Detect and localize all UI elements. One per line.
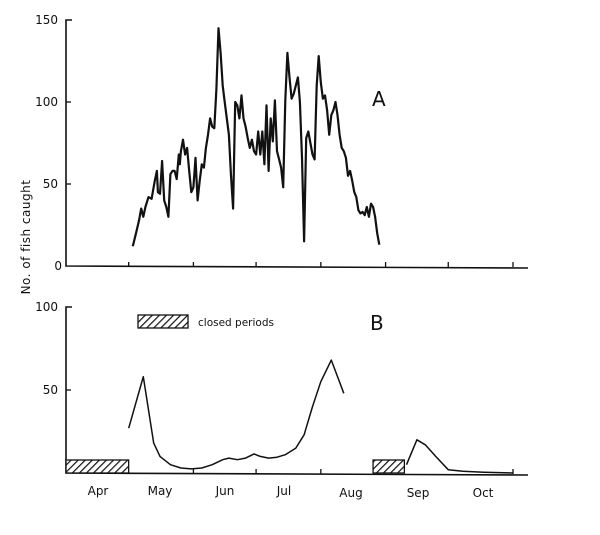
panel-b-xticks bbox=[192, 469, 514, 474]
month-label-jun: Jun bbox=[215, 484, 235, 498]
month-label-apr: Apr bbox=[88, 484, 109, 498]
legend: closed periods bbox=[137, 314, 274, 329]
panel-b-ytick-label-50: 50 bbox=[43, 383, 58, 397]
legend-closed-swatch bbox=[137, 314, 189, 329]
panel-b-label: B bbox=[370, 311, 384, 335]
month-label-jul: Jul bbox=[276, 484, 291, 498]
panel-a-xticks bbox=[128, 262, 514, 267]
panel-b-catch-curve-late bbox=[405, 439, 514, 474]
panel-a-ytick-label-50: 50 bbox=[43, 177, 58, 191]
panel-a-ytick-label-100: 100 bbox=[35, 95, 58, 109]
month-label-may: May bbox=[148, 484, 173, 498]
panel-a-label: A bbox=[372, 87, 386, 111]
panel-b-ytick-label-100: 100 bbox=[35, 300, 58, 314]
month-label-oct: Oct bbox=[473, 486, 494, 500]
y-axis-label: No. of fish caught bbox=[19, 180, 33, 295]
panel-b-catch-curve-early bbox=[127, 359, 345, 470]
panel-b-axes bbox=[65, 306, 529, 476]
panel-a-daily-catch-line bbox=[131, 27, 381, 247]
legend-closed-label: closed periods bbox=[198, 317, 274, 329]
panel-a: 150 100 50 0 A bbox=[35, 13, 529, 273]
panel-b: 100 50 B closed periods Apr May Jun Jul … bbox=[35, 300, 529, 500]
panel-a-ytick-label-150: 150 bbox=[35, 13, 58, 27]
month-label-aug: Aug bbox=[339, 486, 362, 500]
closed-period-bars bbox=[65, 459, 406, 474]
panel-a-ytick-label-0: 0 bbox=[54, 259, 62, 273]
month-labels: Apr May Jun Jul Aug Sep Oct bbox=[88, 484, 494, 500]
panel-a-axes bbox=[65, 19, 529, 269]
month-label-sep: Sep bbox=[407, 486, 430, 500]
